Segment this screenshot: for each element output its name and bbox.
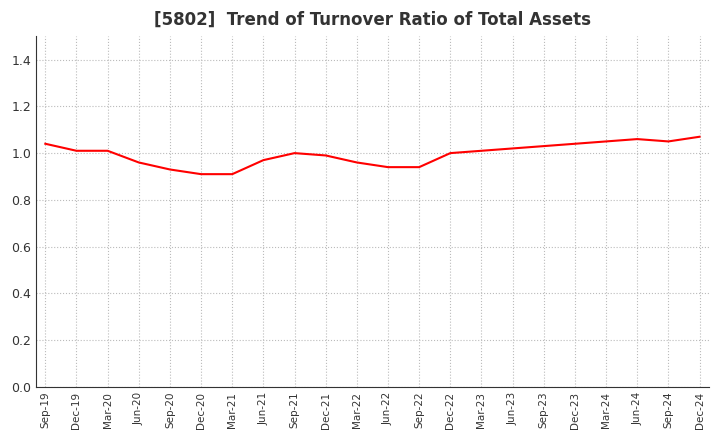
Title: [5802]  Trend of Turnover Ratio of Total Assets: [5802] Trend of Turnover Ratio of Total …: [154, 11, 591, 29]
